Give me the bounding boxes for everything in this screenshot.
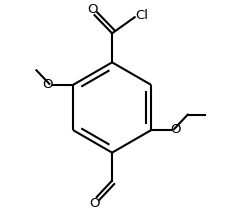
Text: Cl: Cl: [135, 9, 148, 22]
Text: O: O: [89, 197, 100, 210]
Text: O: O: [170, 123, 181, 136]
Text: O: O: [87, 3, 97, 15]
Text: O: O: [42, 78, 53, 91]
